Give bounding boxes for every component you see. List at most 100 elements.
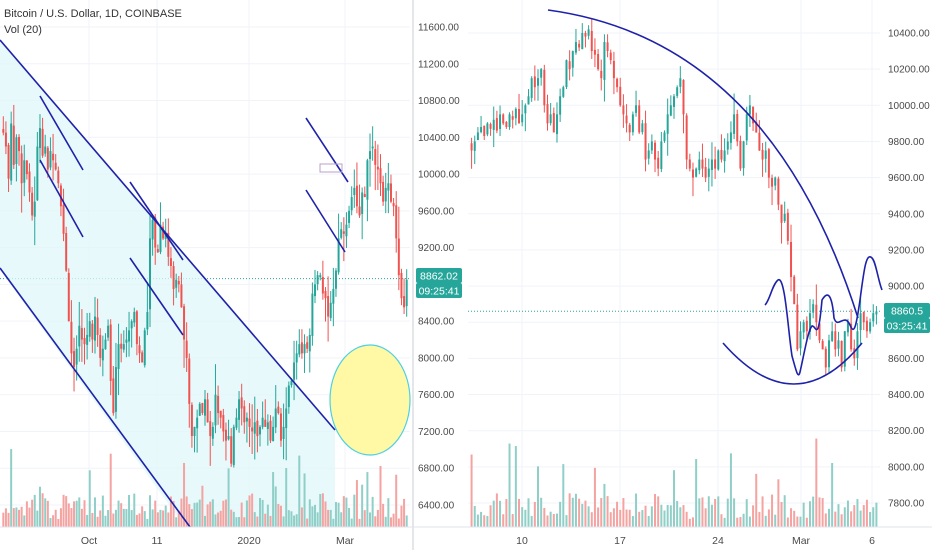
right-volume-bar <box>495 493 498 527</box>
right-candle-body <box>644 123 647 160</box>
right-candle-body <box>628 124 631 133</box>
left-volume-bar <box>10 449 13 527</box>
right-time-axis[interactable]: 10 17 24 Mar 6 <box>516 535 875 547</box>
right-price-tick: 10000.00 <box>888 101 930 112</box>
left-volume-bar <box>303 473 306 527</box>
right-candle-body <box>597 53 600 70</box>
right-candle-body <box>771 177 774 187</box>
target-ellipse[interactable] <box>329 344 411 456</box>
left-candle-body <box>162 226 165 239</box>
right-arc-support[interactable] <box>722 342 863 385</box>
left-candle-body <box>7 144 10 179</box>
right-candle-body <box>546 104 549 124</box>
left-candle-body <box>282 426 285 439</box>
right-volume-bar <box>505 499 508 527</box>
left-trend-line[interactable] <box>129 181 184 261</box>
right-candle-body <box>606 42 609 52</box>
left-candle-body <box>353 187 356 196</box>
right-price-tick: 10200.00 <box>888 65 930 76</box>
left-volume-bar <box>151 509 154 527</box>
right-candle-body <box>587 29 590 36</box>
left-volume-bar <box>25 501 28 527</box>
right-candle-body <box>502 114 505 124</box>
right-volume-bar <box>654 493 657 527</box>
left-candle-body <box>86 334 89 345</box>
left-volume-bar <box>67 503 70 527</box>
left-candle-body <box>198 403 201 416</box>
left-volume-bar <box>214 514 217 527</box>
left-volume-bar <box>363 510 366 527</box>
left-small-box[interactable] <box>319 163 343 173</box>
left-candle-body <box>196 417 199 429</box>
left-volume-bar <box>224 499 227 527</box>
right-volume-bar <box>581 503 584 527</box>
right-candle-body <box>492 119 495 130</box>
right-candle-body <box>518 108 521 124</box>
right-candle-body <box>869 322 872 332</box>
left-volume-bar <box>387 498 390 527</box>
left-candle-body <box>93 316 96 341</box>
right-candle-body <box>745 114 748 141</box>
right-candle-body <box>609 52 612 61</box>
right-candle-body <box>603 42 606 80</box>
left-volume-bar <box>295 514 298 527</box>
right-volume-bar <box>657 496 660 527</box>
left-volume-bar <box>59 508 62 527</box>
left-volume-bar <box>120 503 123 527</box>
right-volume-bar <box>726 498 729 527</box>
left-candle-body <box>125 339 128 343</box>
right-candle-body <box>533 76 536 88</box>
right-volume-bar <box>685 511 688 527</box>
left-candle-body <box>306 342 309 349</box>
right-candle-body <box>818 323 821 341</box>
left-trend-line[interactable] <box>0 267 191 528</box>
left-time-axis[interactable]: Oct 11 2020 Mar <box>81 535 355 547</box>
right-candle-body <box>565 60 568 87</box>
right-projection-path[interactable] <box>764 256 883 376</box>
left-trend-line[interactable] <box>129 257 184 336</box>
left-candle-body <box>190 404 193 437</box>
left-volume-bar <box>405 515 408 527</box>
right-candle-body <box>812 304 815 313</box>
left-candle-body <box>204 399 206 416</box>
volume-indicator-label[interactable]: Vol (20) <box>4 24 42 36</box>
right-price-axis[interactable]: 10400.00 10200.00 10000.00 9800.00 9600.00 94… <box>888 29 930 510</box>
left-trend-line[interactable] <box>305 189 346 253</box>
left-price-axis[interactable]: 11600.00 11200.00 10800.00 10400.00 10000.00… <box>418 23 460 512</box>
right-candle-body <box>574 42 577 53</box>
left-candle-body <box>277 406 280 414</box>
right-candle-body <box>660 141 663 170</box>
right-volume-bar <box>755 473 758 527</box>
right-volume-bar <box>723 517 726 527</box>
left-volume-bar <box>332 518 335 527</box>
left-candle-body <box>164 233 167 239</box>
left-volume-bar <box>282 516 285 527</box>
left-trend-line[interactable] <box>0 39 336 431</box>
left-candle-body <box>112 378 115 414</box>
left-candle-body <box>133 311 136 323</box>
left-candle-body <box>230 436 233 464</box>
right-volume-bar <box>568 493 571 527</box>
left-candle-body <box>99 335 102 358</box>
left-candle-body <box>389 183 392 202</box>
right-volume-bar <box>688 518 691 527</box>
left-candle-body <box>104 339 107 350</box>
left-candle-body <box>293 362 296 380</box>
left-volume-bar <box>23 515 26 527</box>
left-volume-bar <box>204 515 206 527</box>
left-trend-line[interactable] <box>305 117 349 183</box>
left-volume-bar <box>7 512 10 527</box>
right-volume-bar <box>508 443 511 527</box>
left-candle-body <box>54 162 57 170</box>
left-price-tick: 10400.00 <box>418 133 460 144</box>
left-volume-bar <box>245 500 248 527</box>
right-candle-body <box>834 331 837 350</box>
left-volume-bar <box>117 500 120 527</box>
left-trend-line[interactable] <box>39 159 84 238</box>
left-volume-bar <box>403 498 406 527</box>
left-candle-body <box>206 399 209 423</box>
left-trend-line[interactable] <box>39 95 84 171</box>
left-candle-body <box>120 343 123 349</box>
right-arc-resistance[interactable] <box>547 9 859 319</box>
